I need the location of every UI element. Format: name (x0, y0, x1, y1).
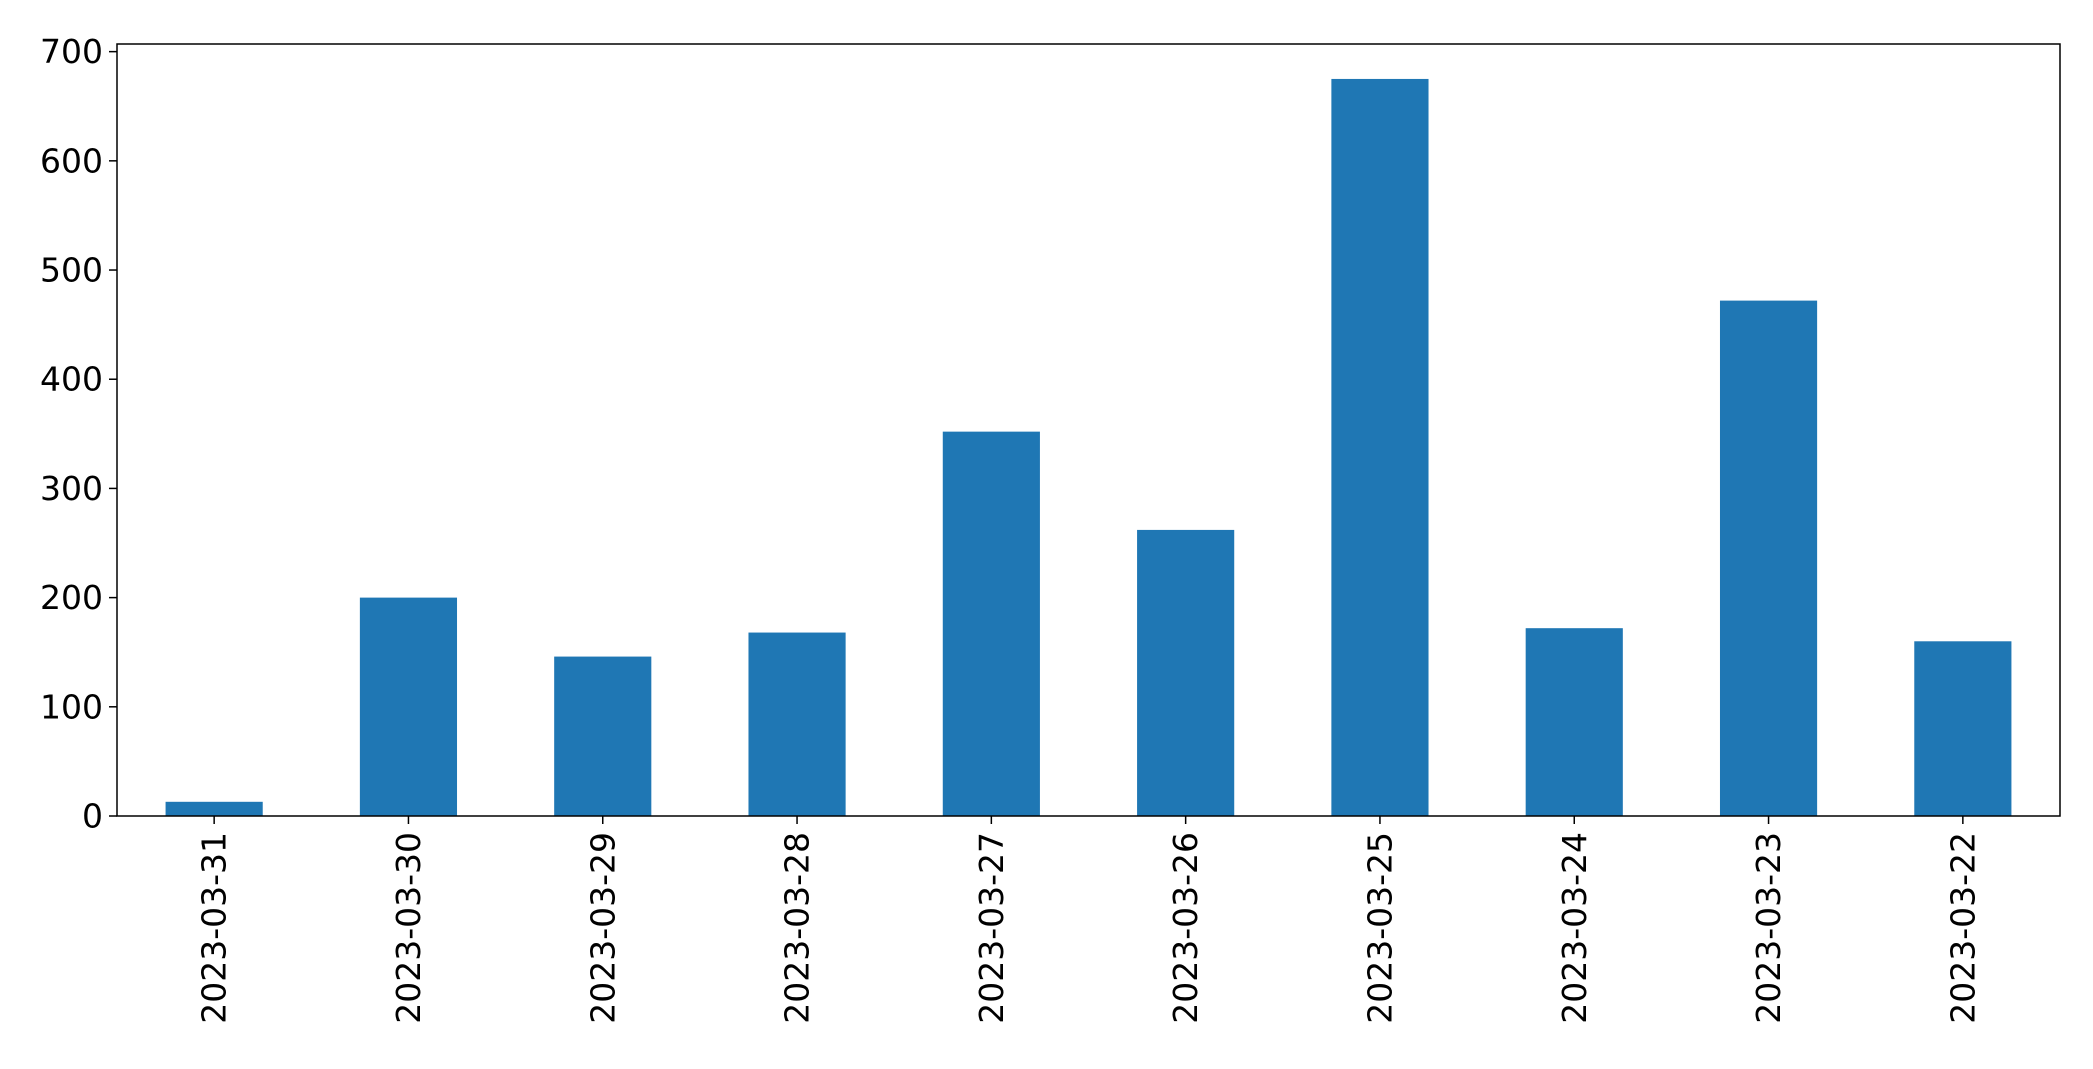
y-tick-label: 100 (40, 687, 103, 726)
x-tick-label: 2023-03-25 (1360, 832, 1399, 1024)
plot-frame (116, 43, 2061, 817)
bar-2023-03-24 (1525, 628, 1623, 816)
x-axis: 2023-03-31 2023-03-30 2023-03-29 2023-03-28… (195, 816, 1982, 1024)
bar-2023-03-31 (165, 801, 263, 816)
bar-2023-03-28 (748, 632, 846, 816)
y-tick-label: 600 (40, 141, 103, 180)
y-tick-label: 400 (40, 360, 103, 399)
x-tick-label: 2023-03-22 (1943, 832, 1982, 1024)
bar-2023-03-27 (942, 431, 1040, 816)
y-tick-label: 700 (40, 32, 103, 71)
bar-2023-03-25 (1331, 78, 1429, 816)
y-axis: 0 100 200 300 400 500 600 700 (40, 32, 117, 836)
x-tick-label: 2023-03-28 (778, 832, 817, 1024)
x-tick-label: 2023-03-23 (1749, 832, 1788, 1024)
x-tick-label: 2023-03-29 (583, 832, 622, 1024)
y-tick-label: 200 (40, 578, 103, 617)
x-tick-label: 2023-03-26 (1166, 832, 1205, 1024)
bar-2023-03-29 (554, 656, 652, 816)
bar-2023-03-30 (359, 597, 458, 816)
y-tick-label: 500 (40, 251, 103, 290)
x-tick-label: 2023-03-24 (1555, 832, 1594, 1024)
x-tick-label: 2023-03-27 (972, 832, 1011, 1024)
x-tick-label: 2023-03-30 (389, 832, 428, 1024)
bar-2023-03-22 (1914, 641, 2012, 816)
bars-layer (165, 78, 2012, 817)
bar-2023-03-26 (1137, 529, 1235, 816)
y-tick-label: 0 (82, 797, 103, 836)
bar-2023-03-23 (1719, 300, 1818, 817)
x-tick-label: 2023-03-31 (195, 832, 234, 1024)
y-tick-label: 300 (40, 469, 103, 508)
